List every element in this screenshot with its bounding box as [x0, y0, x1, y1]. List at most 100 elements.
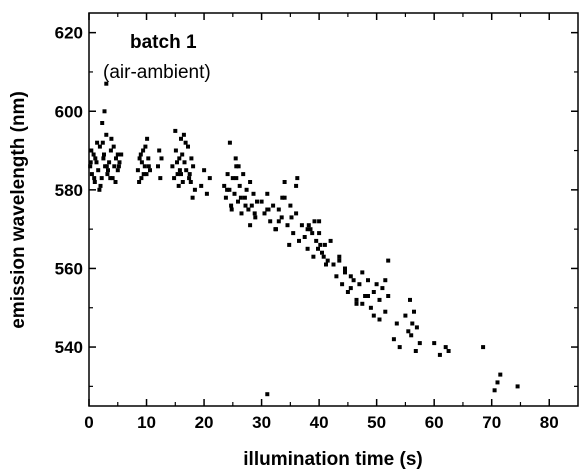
y-tick-label: 600 — [55, 102, 83, 121]
data-point — [262, 211, 267, 216]
data-point — [259, 199, 264, 204]
data-point — [236, 164, 241, 169]
data-point — [248, 223, 253, 228]
annotation-ambient: (air-ambient) — [103, 62, 211, 83]
data-point — [351, 278, 356, 283]
data-point — [343, 266, 347, 271]
data-point — [360, 270, 365, 275]
data-point — [111, 144, 116, 149]
x-tick-label: 80 — [540, 413, 559, 432]
data-point — [325, 258, 330, 263]
data-point — [238, 195, 243, 200]
data-point — [360, 301, 365, 306]
data-point — [282, 180, 287, 184]
data-point — [142, 164, 147, 169]
data-point — [276, 207, 281, 212]
data-point — [102, 152, 106, 157]
data-point — [310, 231, 315, 236]
data-point — [409, 333, 414, 338]
data-point — [179, 136, 183, 141]
data-point — [112, 164, 117, 169]
data-point — [348, 274, 353, 279]
annotation-batch: batch 1 — [130, 32, 197, 53]
data-point — [246, 207, 251, 212]
data-point — [366, 278, 370, 283]
data-point — [244, 187, 249, 192]
data-point — [414, 325, 419, 330]
data-point — [241, 172, 246, 177]
data-point — [199, 183, 204, 188]
data-point — [177, 156, 182, 161]
data-point — [236, 199, 240, 204]
data-point — [92, 176, 97, 181]
data-point — [182, 160, 187, 165]
data-point — [186, 144, 190, 149]
data-point — [265, 207, 270, 212]
data-point — [101, 156, 106, 161]
data-point — [137, 156, 142, 161]
data-point — [354, 301, 359, 306]
data-point — [173, 128, 178, 133]
data-point — [108, 148, 113, 153]
data-point — [331, 262, 336, 267]
data-point — [317, 231, 322, 236]
data-point — [93, 156, 98, 161]
data-point — [222, 183, 227, 188]
data-point — [145, 136, 150, 141]
data-point — [328, 238, 333, 243]
data-point — [139, 176, 144, 181]
data-point — [115, 168, 120, 173]
data-point — [265, 191, 270, 196]
data-point — [412, 309, 416, 314]
data-point — [114, 156, 118, 161]
data-point — [280, 195, 285, 200]
data-point — [357, 282, 362, 287]
data-point — [289, 215, 294, 220]
data-point — [273, 227, 278, 232]
data-point — [175, 160, 179, 165]
data-point — [243, 203, 248, 208]
data-point — [366, 294, 370, 298]
data-point — [99, 176, 104, 181]
data-point — [187, 172, 192, 177]
data-point — [443, 345, 448, 350]
data-point — [180, 180, 185, 184]
data-point — [137, 180, 142, 184]
data-point — [89, 148, 94, 153]
data-point — [371, 290, 376, 294]
data-point — [179, 172, 183, 177]
data-point — [374, 282, 379, 287]
data-point — [406, 329, 411, 334]
data-point — [515, 384, 520, 389]
data-point — [242, 195, 247, 200]
data-point — [143, 144, 148, 149]
data-point — [294, 211, 299, 216]
data-point — [225, 172, 230, 177]
data-point — [230, 176, 235, 181]
data-point — [146, 156, 151, 161]
data-point — [340, 282, 345, 287]
data-point — [138, 152, 143, 157]
data-points — [88, 81, 520, 397]
y-axis-title: emission wavelength (nm) — [8, 91, 29, 329]
data-point — [377, 297, 382, 302]
data-point — [92, 180, 97, 184]
data-point — [345, 290, 350, 294]
x-tick-label: 30 — [252, 413, 271, 432]
data-point — [183, 140, 188, 145]
data-point — [204, 191, 209, 196]
y-axis-ticks: 540 560 580 600 620 — [55, 24, 578, 387]
data-point — [176, 183, 181, 188]
data-point — [229, 207, 234, 212]
data-point — [316, 246, 320, 251]
data-point — [192, 187, 197, 192]
x-tick-label: 20 — [195, 413, 214, 432]
data-point — [288, 203, 293, 208]
x-axis-title: illumination time (s) — [243, 449, 422, 470]
data-point — [495, 380, 500, 385]
data-point — [265, 392, 270, 397]
data-point — [175, 172, 180, 177]
data-point — [173, 148, 178, 153]
data-point — [232, 191, 237, 196]
data-point — [96, 168, 101, 173]
